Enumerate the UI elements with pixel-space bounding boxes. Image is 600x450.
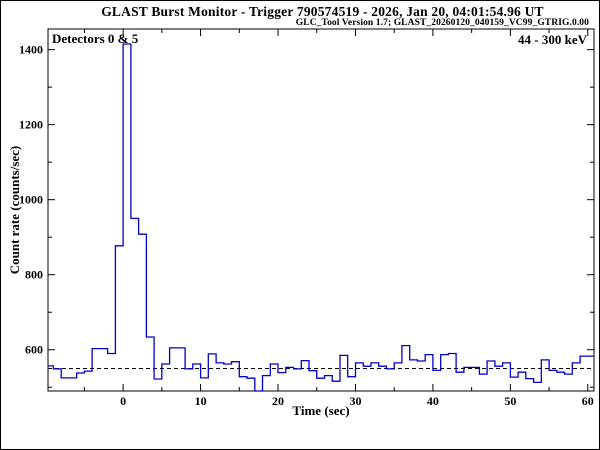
y-tick-label: 1000	[19, 193, 43, 207]
x-tick-label: 50	[504, 394, 516, 408]
energy-range-label: 44 - 300 keV	[518, 32, 587, 47]
y-axis-title: Count rate (counts/sec)	[7, 145, 22, 275]
x-tick-label: 30	[349, 394, 361, 408]
plot-subtitle: GLC_Tool Version 1.7; GLAST_20260120_040…	[295, 18, 589, 28]
x-tick-label: 60	[582, 394, 594, 408]
y-tick-label: 1200	[19, 118, 43, 132]
detectors-label: Detectors 0 & 5	[52, 31, 139, 46]
x-axis-title: Time (sec)	[292, 403, 350, 418]
x-tick-label: 40	[427, 394, 439, 408]
x-tick-label: 20	[272, 394, 284, 408]
count-rate-step-line	[48, 43, 594, 392]
plot-frame	[47, 28, 595, 392]
y-tick-label: 800	[25, 268, 43, 282]
y-tick-label: 1400	[19, 43, 43, 57]
y-tick-label: 600	[25, 343, 43, 357]
x-tick-label: 0	[120, 394, 126, 408]
plot-title: GLAST Burst Monitor - Trigger 790574519 …	[101, 4, 544, 19]
x-tick-label: 10	[195, 394, 207, 408]
